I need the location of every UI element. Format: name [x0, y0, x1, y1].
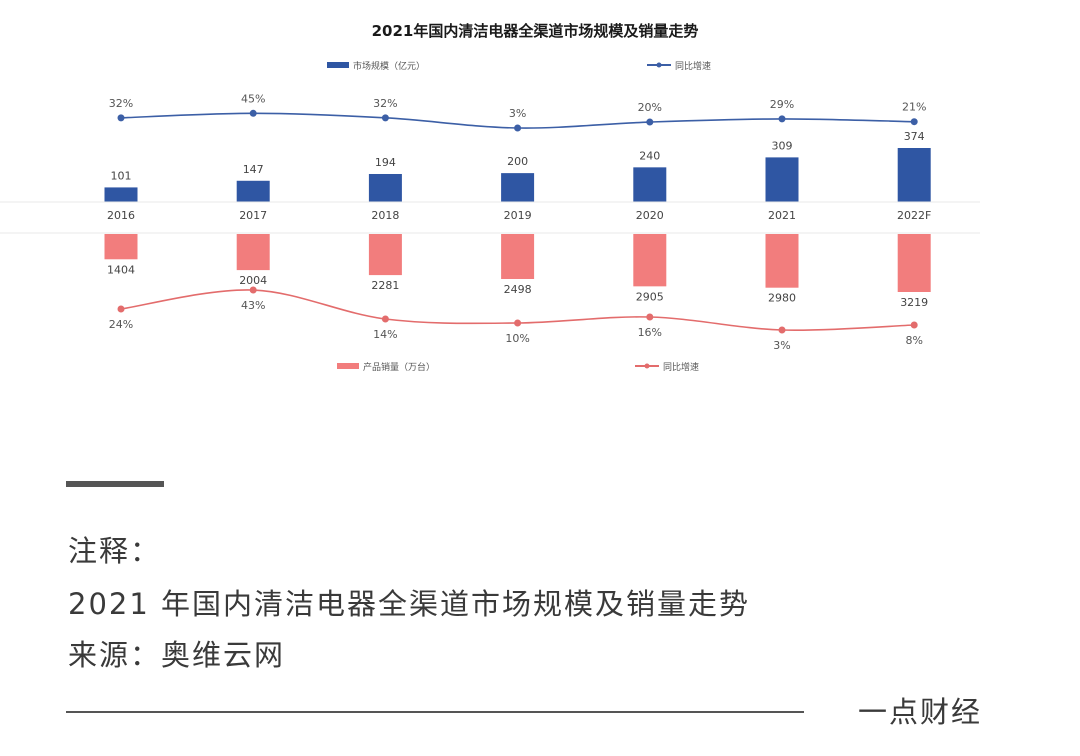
sales-volume-value: 1404 — [107, 263, 135, 276]
year-label: 2020 — [636, 209, 664, 222]
market-size-value: 147 — [243, 163, 264, 176]
market-size-value: 374 — [904, 130, 925, 143]
market-size-bar — [897, 148, 931, 202]
year-label: 2019 — [504, 209, 532, 222]
legend-label-top-growth: 同比增速 — [675, 60, 711, 72]
top-growth-label: 32% — [109, 97, 133, 110]
legend-swatch-sales-volume — [337, 363, 359, 369]
bottom-growth-point — [514, 319, 522, 327]
bottom-growth-label: 24% — [109, 318, 133, 331]
legend-marker-bottom-growth — [644, 363, 650, 369]
sales-volume-bar — [897, 234, 931, 292]
top-growth-line: 32% 45% 32% 3% 20% 29% 21% — [109, 92, 926, 132]
bottom-growth-point — [778, 326, 786, 334]
footer-brand: 一点财经 — [858, 695, 983, 729]
sales-volume-bar — [236, 234, 270, 271]
market-size-value: 309 — [772, 139, 793, 152]
legend-label-sales-volume: 产品销量（万台） — [363, 361, 435, 373]
legend-label-market-size: 市场规模（亿元） — [353, 60, 425, 72]
bottom-growth-line: 24% 43% 14% 10% 16% 3% 8% — [109, 286, 923, 352]
year-label: 2017 — [239, 209, 267, 222]
market-size-bar — [236, 180, 270, 202]
sales-volume-value: 2498 — [504, 283, 532, 296]
sales-volume-value: 2004 — [239, 274, 267, 287]
top-growth-label: 32% — [373, 97, 397, 110]
sales-volume-bar — [765, 234, 799, 288]
top-growth-point — [778, 115, 786, 123]
bottom-growth-point — [381, 315, 389, 323]
market-size-value: 101 — [111, 169, 132, 182]
year-label: 2021 — [768, 209, 796, 222]
market-size-value: 200 — [507, 155, 528, 168]
legend-bottom: 产品销量（万台） 同比增速 — [337, 361, 699, 373]
bottom-growth-point — [249, 286, 257, 294]
sales-volume-value: 2905 — [636, 290, 664, 303]
bottom-growth-label: 3% — [773, 339, 790, 352]
sales-volume-value: 2980 — [768, 292, 796, 305]
top-growth-label: 45% — [241, 92, 265, 105]
market-size-bar — [104, 187, 138, 202]
note-divider-bar — [66, 481, 164, 487]
top-growth-point — [646, 118, 654, 126]
note-source: 来源：奥维云网 — [68, 638, 286, 672]
bottom-growth-label: 16% — [638, 326, 662, 339]
legend-swatch-market-size — [327, 62, 349, 68]
legend-marker-top-growth — [656, 62, 662, 68]
top-growth-point — [910, 118, 918, 126]
bottom-growth-point — [117, 305, 125, 313]
note-description: 2021 年国内清洁电器全渠道市场规模及销量走势 — [68, 587, 751, 621]
dividers — [0, 201, 980, 234]
sales-volume-bar — [501, 234, 535, 280]
market-size-value: 194 — [375, 156, 396, 169]
chart-area: 2021年国内清洁电器全渠道市场规模及销量走势 市场规模（亿元） 同比增速 32%… — [0, 22, 980, 373]
sales-volume-value: 3219 — [900, 296, 928, 309]
bottom-growth-point — [646, 313, 654, 321]
bottom-growth-point — [910, 321, 918, 329]
market-size-value: 240 — [639, 149, 660, 162]
sales-volume-bar — [104, 234, 138, 260]
chart-title: 2021年国内清洁电器全渠道市场规模及销量走势 — [372, 22, 699, 40]
year-label: 2022F — [897, 209, 931, 222]
top-growth-label: 21% — [902, 101, 926, 114]
market-size-bar — [633, 167, 667, 202]
sales-volume-value: 2281 — [371, 279, 399, 292]
top-growth-label: 29% — [770, 98, 794, 111]
top-growth-point — [117, 114, 125, 122]
bottom-growth-label: 8% — [905, 334, 922, 347]
bottom-growth-label: 14% — [373, 328, 397, 341]
top-growth-label: 20% — [638, 101, 662, 114]
bottom-growth-label: 10% — [505, 332, 529, 345]
footer-rule — [66, 711, 804, 713]
market-size-bar — [368, 173, 402, 202]
market-size-bar — [501, 173, 535, 202]
sales-volume-bar — [368, 234, 402, 276]
market-size-bars: 101 2016 147 2017 194 2018 200 2019 240 2020 309 20… — [104, 130, 931, 222]
legend-top: 市场规模（亿元） 同比增速 — [327, 60, 711, 72]
legend-label-bottom-growth: 同比增速 — [663, 361, 699, 373]
top-growth-point — [514, 124, 522, 132]
top-growth-label: 3% — [509, 107, 526, 120]
note-heading: 注释： — [68, 534, 162, 568]
year-label: 2018 — [371, 209, 399, 222]
market-size-bar — [765, 157, 799, 202]
year-label: 2016 — [107, 209, 135, 222]
bottom-growth-label: 43% — [241, 299, 265, 312]
sales-volume-bars: 1404 2004 2281 2498 2905 2980 3219 — [104, 234, 931, 309]
sales-volume-bar — [633, 234, 667, 287]
top-growth-point — [249, 109, 257, 117]
top-growth-point — [381, 114, 389, 122]
